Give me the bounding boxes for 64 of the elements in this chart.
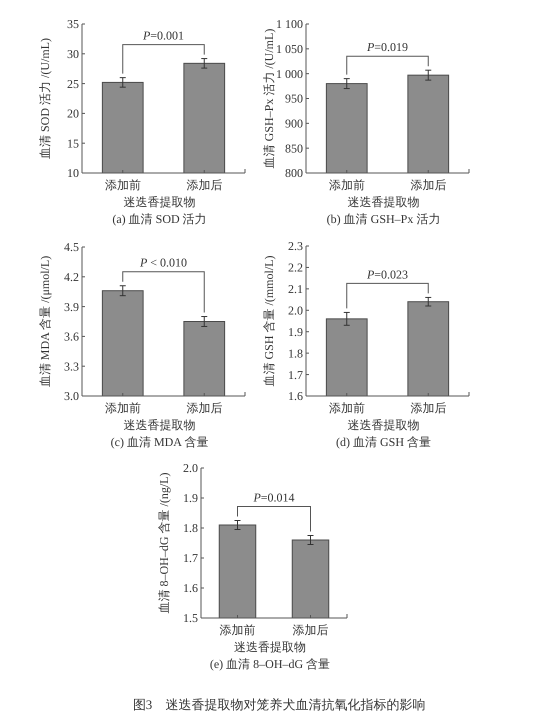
y-tick-label: 1.9 — [288, 324, 303, 339]
y-tick-label: 30 — [67, 47, 79, 61]
y-axis-title: 血清 8–OH–dG 含量 /(ng/L) — [157, 472, 171, 614]
y-tick-label: 950 — [285, 92, 303, 106]
x-tick-label: 添加前 — [220, 623, 256, 637]
x-tick-label: 添加前 — [328, 401, 365, 415]
x-axis-title: 迷迭香提取物 — [348, 195, 420, 209]
y-tick-label: 35 — [67, 17, 79, 32]
annotation: P=0.001 — [142, 28, 184, 43]
y-tick-label: 3.0 — [64, 389, 79, 404]
annotation: P=0.019 — [366, 40, 408, 54]
x-axis-title: 迷迭香提取物 — [124, 195, 196, 209]
y-tick-label: 1.5 — [183, 611, 198, 626]
y-tick-label: 25 — [67, 76, 79, 91]
y-axis-title: 血清 GSH 含量 /(mmol/L) — [262, 256, 276, 386]
annotation: P < 0.010 — [138, 256, 188, 270]
y-tick-label: 2.2 — [288, 260, 303, 275]
y-tick-label: 1 050 — [276, 42, 303, 56]
y-tick-label: 20 — [67, 106, 79, 121]
y-tick-label: 15 — [67, 136, 79, 150]
x-tick-label: 添加后 — [186, 401, 222, 415]
y-tick-label: 900 — [285, 116, 303, 131]
y-axis-title: 血清 SOD 活力 /(U/mL) — [38, 38, 52, 159]
y-tick-label: 800 — [285, 166, 303, 180]
caption: 图3 迷迭香提取物对笼养犬血清抗氧化指标的影响 — [132, 697, 426, 712]
y-tick-label: 850 — [285, 141, 303, 156]
y-tick-label: 2.0 — [288, 303, 303, 318]
y-tick-label: 1.6 — [183, 581, 198, 596]
y-tick-label: 4.2 — [64, 270, 79, 284]
y-tick-label: 1.6 — [288, 389, 303, 404]
x-tick-label: 添加后 — [410, 178, 446, 192]
y-tick-label: 2.1 — [288, 282, 303, 296]
y-tick-label: 2.3 — [288, 239, 303, 254]
y-axis-title: 血清 MDA 含量 /(μmol/L) — [38, 256, 52, 388]
y-tick-label: 3.6 — [64, 330, 79, 344]
y-tick-label: 3.3 — [64, 359, 79, 374]
y-tick-label: 10 — [67, 166, 79, 180]
x-tick-label: 添加后 — [410, 401, 446, 415]
y-tick-label: 4.5 — [64, 240, 79, 254]
y-tick-label: 3.9 — [64, 300, 79, 314]
y-tick-label: 1.7 — [288, 368, 303, 382]
x-axis-title: 迷迭香提取物 — [124, 418, 196, 432]
y-tick-label: 1.9 — [183, 491, 198, 506]
text: (e) 血清 8–OH–dG 含量 — [210, 657, 330, 671]
y-tick-label: 1.8 — [183, 521, 198, 536]
x-tick-label: 添加前 — [104, 178, 141, 192]
y-tick-label: 1.7 — [183, 551, 198, 566]
y-tick-label: 1 000 — [276, 66, 303, 81]
annotation: P=0.023 — [366, 267, 408, 282]
text: (c) 血清 MDA 含量 — [110, 435, 208, 449]
x-tick-label: 添加前 — [104, 401, 141, 415]
text: (b) 血清 GSH–Px 活力 — [326, 212, 440, 226]
x-axis-title: 迷迭香提取物 — [234, 640, 306, 654]
x-axis-title: 迷迭香提取物 — [348, 418, 420, 432]
x-tick-label: 添加前 — [328, 178, 365, 192]
y-axis-title: 血清 GSH–Px 活力 /(U/mL) — [262, 28, 276, 168]
y-tick-label: 1.8 — [288, 346, 303, 360]
x-tick-label: 添加后 — [186, 178, 222, 192]
text: (a) 血清 SOD 活力 — [112, 212, 207, 226]
y-tick-label: 2.0 — [183, 461, 198, 476]
y-tick-label: 1 100 — [276, 17, 303, 32]
x-tick-label: 添加后 — [292, 623, 328, 637]
annotation: P=0.014 — [252, 490, 295, 504]
text: (d) 血清 GSH 含量 — [336, 435, 431, 449]
